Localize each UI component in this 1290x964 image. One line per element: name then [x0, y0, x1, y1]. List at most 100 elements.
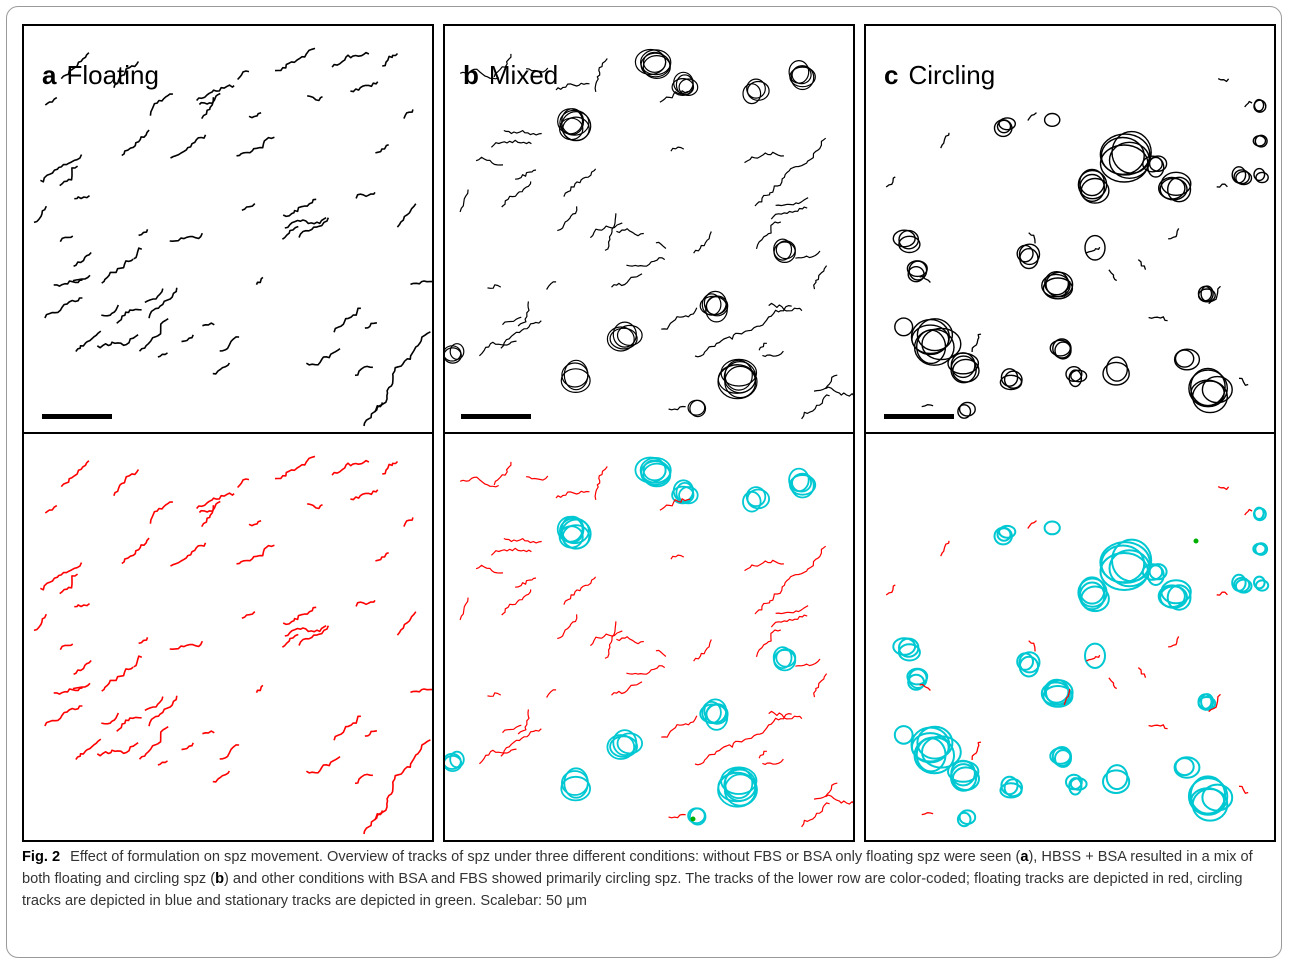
track-loop	[1147, 156, 1165, 178]
floating-track	[72, 682, 91, 690]
track-loop	[915, 737, 947, 773]
track-loop	[1078, 576, 1106, 605]
circling-track	[634, 48, 672, 79]
floating-track	[410, 688, 432, 694]
floating-track	[825, 386, 853, 397]
floating-track	[775, 197, 809, 207]
floating-track	[825, 794, 853, 805]
floating-track	[73, 251, 92, 267]
floating-track	[546, 281, 557, 290]
circling-track	[606, 321, 643, 352]
floating-track	[237, 70, 250, 81]
floating-track	[331, 459, 370, 476]
tracks-canvas-b-bottom	[445, 456, 853, 828]
track-loop	[1192, 380, 1229, 414]
floating-track	[755, 221, 781, 250]
circling-track	[1231, 573, 1253, 594]
circling-track	[1084, 234, 1106, 261]
floating-track	[169, 232, 204, 242]
circling-track	[894, 317, 914, 337]
track-loop	[609, 735, 639, 758]
track-loop	[1255, 579, 1270, 592]
circling-track	[606, 729, 644, 760]
floating-track	[515, 577, 537, 588]
track-loop	[907, 673, 925, 691]
floating-track	[668, 813, 686, 819]
floating-track	[149, 501, 173, 524]
circling-track	[892, 229, 921, 254]
track-loop	[717, 364, 757, 394]
floating-track	[885, 584, 896, 596]
floating-track	[661, 307, 698, 330]
floating-track	[921, 404, 934, 408]
floating-track	[101, 304, 120, 317]
track-loop	[1167, 176, 1192, 203]
track-loop	[788, 60, 810, 84]
floating-track	[758, 750, 767, 759]
floating-track	[1027, 520, 1037, 529]
track-loop	[1099, 144, 1149, 183]
floating-track	[157, 352, 168, 358]
circling-track	[1084, 642, 1106, 670]
track-loop	[642, 55, 671, 79]
floating-track	[237, 478, 250, 489]
floating-track	[157, 760, 168, 766]
track-loop	[998, 117, 1016, 131]
circling-track	[1049, 746, 1072, 768]
floating-track	[364, 322, 378, 329]
track-loop	[561, 524, 591, 550]
floating-track	[144, 696, 164, 712]
floating-track	[73, 659, 92, 675]
circling-track	[671, 71, 699, 96]
track-loop	[1044, 271, 1070, 296]
floating-track	[33, 205, 48, 224]
floating-track	[236, 136, 275, 157]
floating-track	[101, 712, 120, 725]
floating-track	[284, 217, 327, 229]
floating-track	[611, 273, 643, 288]
circling-track	[1043, 112, 1061, 128]
floating-track	[500, 728, 542, 757]
floating-track	[201, 97, 215, 120]
floating-track	[1208, 693, 1221, 713]
track-loop	[1084, 234, 1106, 261]
floating-track	[282, 606, 317, 626]
track-loop	[1148, 155, 1168, 172]
floating-track	[1086, 246, 1101, 254]
floating-track	[616, 636, 644, 645]
floating-track	[1238, 785, 1249, 794]
floating-track	[212, 770, 231, 783]
floating-track	[350, 489, 379, 501]
floating-track	[181, 742, 194, 751]
floating-track	[971, 741, 982, 761]
floating-track	[255, 276, 264, 286]
floating-track	[96, 334, 139, 349]
floating-track	[53, 687, 83, 695]
circling-track	[1016, 243, 1041, 270]
floating-track	[604, 213, 617, 251]
floating-track	[74, 602, 90, 608]
floating-track	[363, 739, 431, 835]
circling-track	[634, 456, 672, 488]
floating-track	[1086, 654, 1101, 662]
floating-track	[616, 228, 644, 237]
track-loop	[1200, 285, 1214, 303]
floating-track	[354, 365, 373, 377]
floating-track	[1208, 285, 1221, 305]
track-loop	[606, 734, 636, 760]
floating-track	[768, 302, 803, 312]
track-loop	[746, 80, 770, 101]
floating-track	[1137, 667, 1147, 678]
floating-track	[693, 639, 712, 662]
floating-track	[282, 198, 317, 218]
floating-track	[594, 58, 608, 93]
floating-track	[795, 658, 821, 667]
tracks-canvas-a-top	[33, 47, 432, 427]
track-loop	[563, 359, 589, 391]
floating-track	[198, 500, 221, 514]
figure-frame	[6, 6, 1282, 958]
floating-track	[459, 68, 499, 80]
track-loop	[996, 119, 1012, 134]
circling-track	[893, 725, 914, 745]
floating-track	[744, 559, 784, 572]
